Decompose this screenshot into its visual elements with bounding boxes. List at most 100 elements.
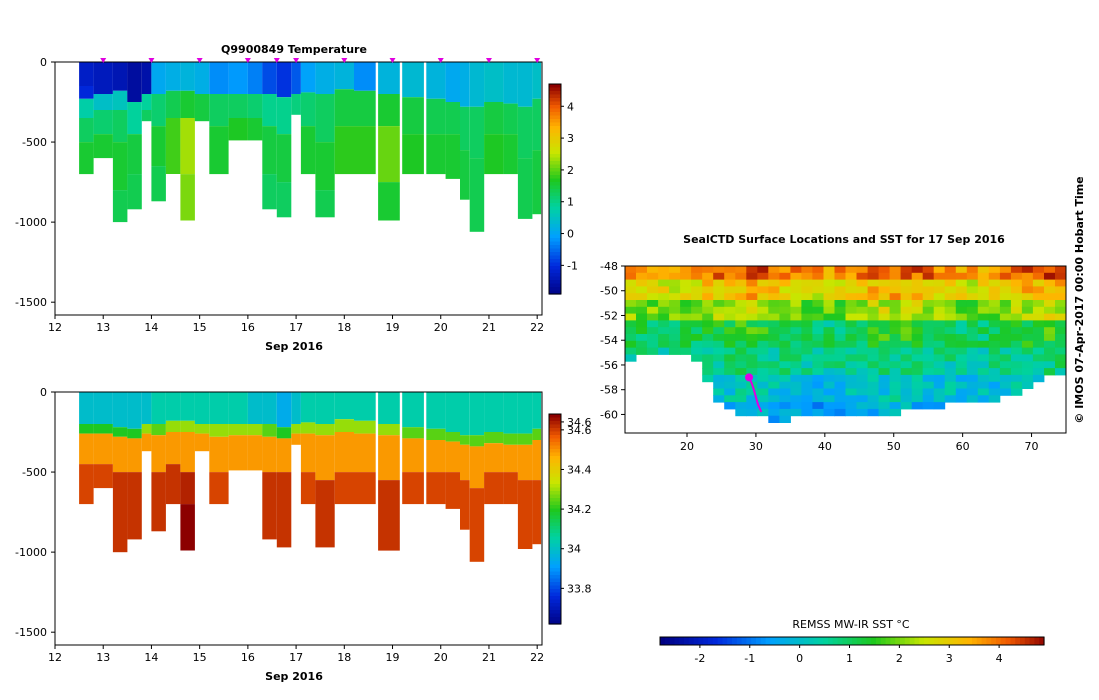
sst-cell bbox=[966, 340, 979, 349]
sst-colorbar-segment bbox=[684, 637, 690, 645]
sst-cell bbox=[878, 361, 891, 369]
sst-cell bbox=[735, 306, 747, 315]
sst-cell bbox=[790, 300, 802, 308]
sst-cell bbox=[691, 334, 703, 342]
sst-cell bbox=[867, 266, 880, 274]
temp-cell bbox=[276, 62, 292, 98]
sal-colorbar-segment bbox=[549, 487, 561, 492]
sal-cell bbox=[315, 392, 335, 424]
sst-cell bbox=[966, 361, 979, 369]
sal-colorbar-segment bbox=[549, 477, 561, 482]
profile-marker bbox=[244, 58, 251, 63]
sst-cell bbox=[746, 286, 758, 294]
temp-x-tick-label: 15 bbox=[193, 321, 207, 334]
sst-cell bbox=[933, 354, 946, 362]
sst-cell bbox=[955, 320, 968, 328]
sst-cell bbox=[680, 340, 692, 349]
sst-cell bbox=[1044, 320, 1056, 328]
temp-cell bbox=[378, 126, 400, 183]
sal-cell bbox=[127, 438, 142, 472]
sst-cell bbox=[746, 300, 758, 308]
sst-cell bbox=[757, 361, 769, 369]
sst-cell bbox=[944, 347, 957, 355]
sst-cell bbox=[757, 374, 769, 383]
temp-colorbar-segment bbox=[549, 84, 561, 89]
sst-cell bbox=[724, 340, 736, 349]
sst-colorbar-segment bbox=[847, 637, 853, 645]
sst-colorbar-segment bbox=[727, 637, 733, 645]
sst-cell bbox=[1055, 320, 1067, 328]
sst-cell bbox=[691, 272, 703, 281]
sst-cell bbox=[812, 306, 824, 315]
sst-cell bbox=[845, 347, 857, 355]
sst-colorbar-segment bbox=[674, 637, 680, 645]
sst-cell bbox=[922, 320, 935, 328]
sst-cell bbox=[889, 395, 902, 403]
temp-y-tick-label: -1500 bbox=[15, 296, 47, 309]
sst-cell bbox=[1032, 340, 1045, 349]
sst-cell bbox=[955, 340, 968, 349]
sal-colorbar-segment bbox=[549, 578, 561, 583]
sst-cell bbox=[856, 408, 868, 417]
sst-cell bbox=[922, 279, 935, 287]
temp-cell bbox=[262, 126, 277, 175]
sst-colorbar-segment bbox=[904, 637, 911, 645]
temp-cell bbox=[378, 182, 400, 221]
sst-cell bbox=[746, 272, 758, 281]
sst-cell bbox=[1032, 334, 1045, 342]
temp-colorbar-segment bbox=[549, 133, 561, 138]
sst-cell bbox=[944, 374, 957, 383]
temp-cell bbox=[247, 94, 263, 118]
sal-colorbar-segment bbox=[549, 428, 561, 433]
temp-cell bbox=[180, 118, 195, 174]
sst-colorbar-segment bbox=[732, 637, 738, 645]
sst-cell bbox=[823, 408, 835, 417]
sal-cell bbox=[127, 428, 142, 439]
sst-cell bbox=[658, 313, 670, 321]
sst-cell bbox=[999, 388, 1012, 396]
sst-cell bbox=[856, 300, 868, 308]
sst-cell bbox=[955, 279, 968, 287]
sst-cell bbox=[944, 300, 957, 308]
sal-colorbar-segment bbox=[549, 491, 561, 496]
sst-cell bbox=[911, 395, 924, 403]
sst-cell bbox=[878, 300, 891, 308]
sst-colorbar-segment bbox=[780, 637, 786, 645]
temperature-profile-markers bbox=[100, 58, 541, 63]
sst-cell bbox=[724, 286, 736, 294]
sst-cell bbox=[977, 327, 990, 335]
sst-cell bbox=[966, 381, 979, 389]
temp-cell bbox=[194, 94, 210, 122]
sst-cell bbox=[944, 381, 957, 389]
sst-cell bbox=[1021, 368, 1034, 376]
sal-cell bbox=[141, 392, 152, 424]
sst-cell bbox=[845, 381, 857, 389]
sst-cell bbox=[691, 286, 703, 294]
temp-cell bbox=[378, 94, 400, 126]
sst-cell bbox=[933, 327, 946, 335]
sst-cell bbox=[900, 279, 913, 287]
sst-cell bbox=[801, 327, 813, 335]
sst-cell bbox=[966, 320, 979, 328]
temp-colorbar-segment bbox=[549, 189, 561, 194]
sst-cell bbox=[878, 340, 891, 349]
sst-cell bbox=[878, 354, 891, 362]
sst-cell bbox=[625, 286, 637, 294]
temp-colorbar-segment bbox=[549, 175, 561, 180]
sal-cell bbox=[460, 392, 470, 436]
sst-cell bbox=[724, 266, 736, 274]
sst-cell bbox=[1021, 306, 1034, 315]
sal-cell bbox=[300, 433, 316, 472]
sst-cell bbox=[922, 293, 935, 301]
temp-cell bbox=[378, 62, 400, 94]
sal-colorbar-segment bbox=[549, 515, 561, 520]
sst-cell bbox=[768, 327, 780, 335]
sal-colorbar-tick-label: 33.8 bbox=[567, 582, 592, 595]
sst-cell bbox=[757, 402, 769, 410]
temp-colorbar-segment bbox=[549, 262, 561, 267]
temp-colorbar-segment bbox=[549, 154, 561, 159]
temp-colorbar-segment bbox=[549, 101, 561, 106]
temp-colorbar-segment bbox=[549, 245, 561, 250]
temp-x-tick-label: 13 bbox=[96, 321, 110, 334]
sst-colorbar-segment bbox=[736, 637, 743, 645]
